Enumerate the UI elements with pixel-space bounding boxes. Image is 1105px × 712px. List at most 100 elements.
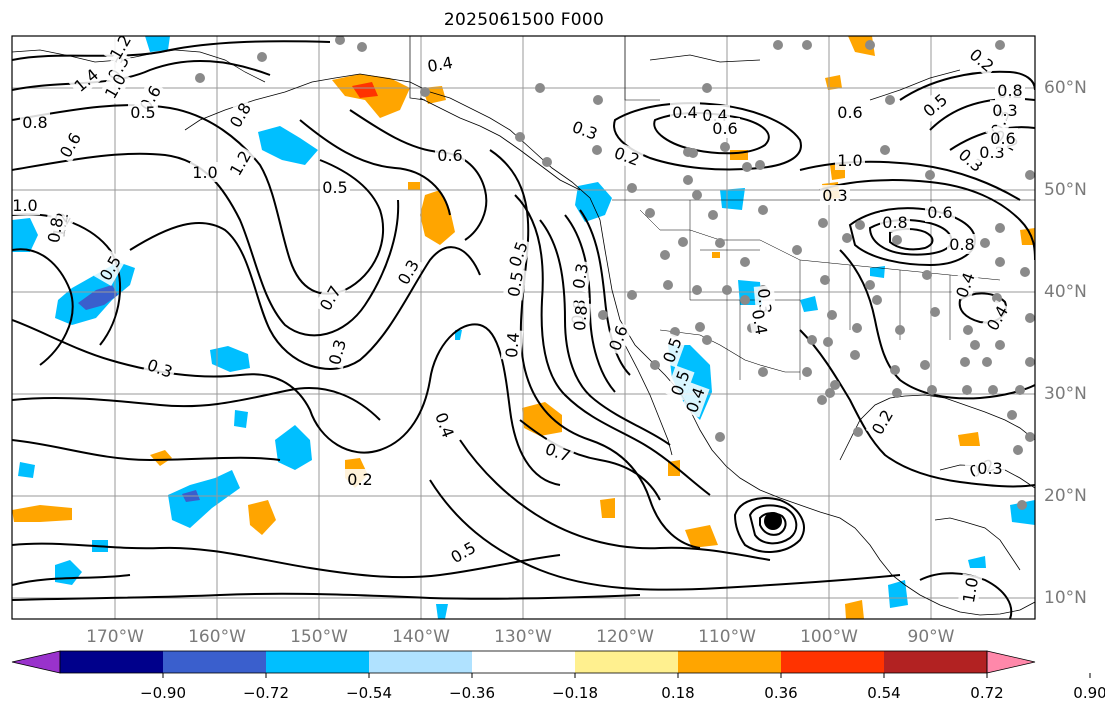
contour-lines	[12, 40, 1035, 619]
contour-label-bg	[957, 573, 983, 607]
colorbar-max-extension	[986, 650, 1036, 674]
contour-label-bg	[323, 334, 351, 370]
contour-label: 0.4	[748, 308, 771, 336]
latitude-label: 20°N	[1044, 486, 1087, 506]
colorbar-tick-label: −0.90	[140, 684, 186, 702]
contour-label-bg	[503, 236, 533, 272]
negative-shade-patch	[12, 218, 38, 252]
contour-label-bg	[540, 437, 576, 467]
longitude-label: 90°W	[907, 627, 955, 647]
contour-label: 0.4	[426, 53, 454, 76]
contour-label: 0.3	[992, 101, 1017, 120]
negative-shade-patch	[800, 296, 818, 312]
negative-shade-patch	[575, 182, 612, 222]
contour-label: 0.6	[990, 129, 1015, 148]
colorbar-segment	[575, 651, 679, 673]
negative-shade-patch	[436, 604, 448, 619]
contour-label-bg	[950, 267, 980, 303]
map-plot-area: 0.80.61.01.20.30.50.70.40.60.50.70.50.80…	[12, 36, 1035, 619]
contour-label: 0.3	[822, 186, 847, 205]
contour-label-bg	[502, 267, 528, 301]
contour-label-bg	[98, 68, 132, 104]
contour-label: 0.8	[44, 216, 67, 244]
positive-shade-patch	[248, 500, 276, 535]
colorbar-tick-label: 0.54	[867, 684, 901, 702]
positive-shade-patch	[522, 402, 562, 436]
contour-label: 0.8	[882, 213, 907, 232]
latitude-label: 40°N	[1044, 282, 1087, 302]
colorbar-segment	[163, 651, 267, 673]
contour-label: 0.5	[322, 178, 347, 197]
positive-shade-patch	[150, 450, 172, 466]
longitude-label: 100°W	[800, 627, 858, 647]
colorbar-segment	[678, 651, 782, 673]
contour-label: 0.8	[22, 113, 47, 132]
positive-shade-patch	[685, 525, 718, 548]
strong-positive-patch	[352, 82, 378, 98]
contour-label: 0.8	[997, 81, 1022, 100]
contour-label: 0.2	[347, 470, 372, 489]
contour-label: 1.0	[192, 163, 217, 182]
contour-label-bg	[320, 177, 350, 197]
strong-negative-patch	[78, 285, 118, 310]
contour-label-bg	[142, 353, 178, 383]
contour-label-bg	[975, 458, 1005, 478]
positive-shade-patch	[845, 600, 864, 619]
colorbar-tick-label: 0.36	[764, 684, 798, 702]
contour-label: 0.8	[949, 235, 974, 254]
colorbar-frame	[59, 650, 988, 674]
contour-label-bg	[665, 365, 695, 401]
colorbar-tick-label: 0.72	[970, 684, 1004, 702]
negative-shade-patch	[210, 346, 250, 372]
contour-label-bg	[68, 62, 104, 98]
contour-label-bg	[423, 51, 457, 77]
contour-label-bg	[128, 102, 158, 122]
contour-label-bg	[865, 404, 899, 440]
negative-shade-patch	[168, 470, 240, 528]
contour-label-bg	[747, 305, 773, 339]
contour-label-bg	[42, 213, 68, 247]
contour-label-bg	[53, 127, 87, 163]
contour-label: 0.6	[712, 119, 737, 138]
contour-label-bg	[995, 80, 1025, 100]
contour-label-bg	[990, 100, 1020, 120]
colorbar-segment	[781, 651, 885, 673]
negative-shade-patch	[720, 188, 745, 210]
negative-shade-patch	[258, 126, 318, 165]
colorbar-tick-label: −0.54	[346, 684, 392, 702]
contour-label-bg	[223, 97, 257, 133]
contour-label: 0.3	[977, 459, 1002, 478]
positive-shade-patch	[1020, 228, 1035, 245]
contour-label-bg	[500, 329, 524, 361]
negative-shade-patch	[234, 410, 248, 428]
contour-label-bg	[988, 128, 1018, 148]
map-frame	[11, 35, 1036, 620]
contour-label: 0.6	[437, 146, 462, 165]
negative-shade-patch	[968, 556, 986, 568]
contour-label-bg	[568, 302, 592, 334]
positive-shade-patch	[712, 252, 720, 258]
colorbar-tick-label: 0.90	[1073, 684, 1105, 702]
colorbar	[11, 650, 1091, 678]
longitude-label: 110°W	[698, 627, 756, 647]
contour-label-bg	[835, 150, 865, 170]
longitude-label: 150°W	[290, 627, 348, 647]
cyclone-center-marker	[764, 512, 782, 530]
contour-label-bg	[430, 407, 460, 443]
longitude-label: 170°W	[86, 627, 144, 647]
longitude-label: 160°W	[188, 627, 246, 647]
colorbar-segment	[60, 651, 164, 673]
positive-shade-patch	[958, 432, 980, 446]
contour-label-bg	[964, 42, 1000, 78]
contour-label: 0.5	[130, 103, 155, 122]
contour-label-bg	[953, 142, 989, 178]
contour-label: 1.0	[959, 576, 982, 604]
positive-shade-patch	[408, 182, 420, 190]
colorbar-tick-label: −0.18	[552, 684, 598, 702]
colorbar-segment	[369, 651, 473, 673]
longitude-label: 130°W	[494, 627, 552, 647]
contour-label: 0.3	[569, 262, 592, 290]
contour-label-bg	[670, 102, 700, 122]
contour-label-bg	[925, 202, 955, 222]
